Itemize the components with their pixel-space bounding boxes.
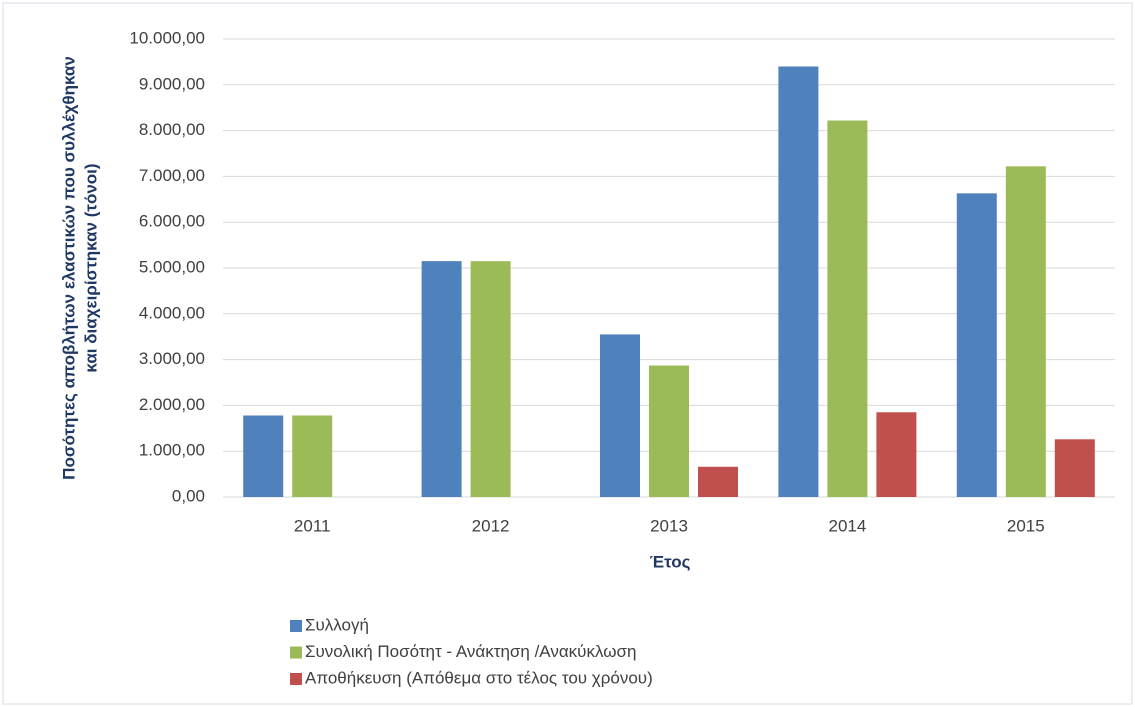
y-tick-label: 1.000,00	[139, 441, 205, 460]
x-tick-label: 2014	[828, 516, 866, 535]
bar	[698, 466, 738, 497]
y-tick-label: 3.000,00	[139, 349, 205, 368]
bar	[1054, 439, 1095, 497]
bar	[827, 120, 868, 498]
legend-swatch	[290, 620, 302, 632]
x-tick-label: 2015	[1007, 516, 1045, 535]
x-axis-label: Έτος	[650, 552, 691, 571]
bar	[876, 412, 917, 497]
legend-label: Αποθήκευση (Απόθεμα στο τέλος του χρόνου…	[305, 668, 653, 687]
y-axis-label: και διαχειρίστηκαν (τόνοι)	[81, 163, 100, 372]
bar	[243, 415, 284, 497]
bar	[1005, 166, 1046, 497]
bar	[649, 365, 689, 497]
x-tick-label: 2012	[472, 516, 510, 535]
y-tick-label: 6.000,00	[139, 212, 205, 231]
y-tick-label: 5.000,00	[139, 257, 205, 276]
y-tick-label: 0,00	[172, 486, 205, 505]
y-tick-label: 2.000,00	[139, 395, 205, 414]
y-tick-label: 7.000,00	[139, 166, 205, 185]
y-tick-label: 8.000,00	[139, 120, 205, 139]
bar	[778, 66, 819, 497]
legend-swatch	[290, 673, 302, 685]
y-tick-label: 9.000,00	[139, 74, 205, 93]
bar	[421, 261, 462, 497]
y-axis-label: Ποσότητες αποβλήτων ελαστικών που συλλέχ…	[59, 56, 78, 480]
bar	[956, 193, 997, 497]
y-tick-label: 10.000,00	[129, 28, 205, 47]
x-tick-label: 2011	[294, 516, 331, 535]
y-tick-label: 4.000,00	[139, 303, 205, 322]
bar	[292, 415, 333, 497]
legend-label: Συλλογή	[305, 615, 369, 634]
legend-swatch	[290, 646, 302, 659]
x-tick-label: 2013	[650, 516, 688, 535]
bar	[470, 261, 511, 497]
bar	[600, 334, 640, 497]
legend-label: Συνολική Ποσότητ - Ανάκτηση /Ανακύκλωση	[305, 642, 636, 661]
